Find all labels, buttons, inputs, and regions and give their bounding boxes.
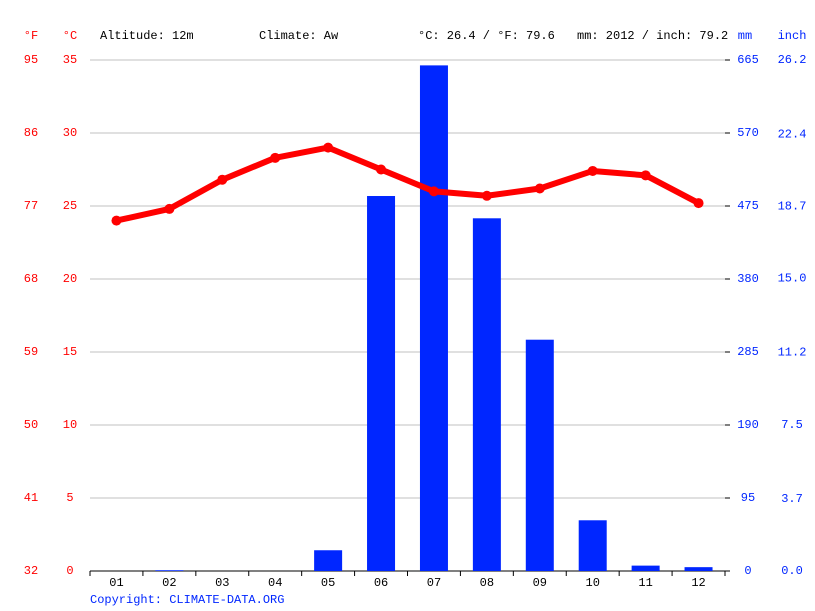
y-tick-label: 15 (63, 345, 77, 359)
point (428, 186, 439, 197)
bar (155, 570, 184, 571)
x-tick-label: 03 (215, 576, 229, 590)
inch-axis-unit: inch (778, 29, 807, 43)
y4-tick-label: 26.2 (778, 53, 807, 67)
mm-axis-unit: mm (738, 29, 752, 43)
y-tick-label: 10 (63, 418, 77, 432)
x-tick-label: 01 (109, 576, 123, 590)
y3-tick-label: 32 (24, 564, 38, 578)
y3-tick-label: 41 (24, 491, 38, 505)
y4-tick-label: 18.7 (778, 199, 807, 213)
x-tick-label: 07 (427, 576, 441, 590)
x-tick-label: 08 (480, 576, 494, 590)
bar (631, 565, 660, 571)
y4-tick-label: 7.5 (781, 418, 803, 432)
y4-tick-label: 3.7 (781, 492, 803, 506)
y3-tick-label: 95 (24, 53, 38, 67)
c-axis-unit: °C (63, 29, 77, 43)
y2-tick-label: 95 (741, 491, 755, 505)
x-tick-label: 04 (268, 576, 282, 590)
y2-tick-label: 665 (737, 53, 759, 67)
f-axis-unit: °F (24, 29, 38, 43)
point (376, 164, 387, 175)
bar (472, 218, 501, 571)
x-tick-label: 06 (374, 576, 388, 590)
y2-tick-label: 0 (744, 564, 751, 578)
y-tick-label: 25 (63, 199, 77, 213)
y2-tick-label: 570 (737, 126, 759, 140)
line (115, 144, 700, 224)
x-tick-label: 11 (638, 576, 652, 590)
point (693, 198, 704, 209)
y-tick-label: 0 (66, 564, 73, 578)
point (111, 215, 122, 226)
y2-tick-label: 285 (737, 345, 759, 359)
x-tick-label: 12 (691, 576, 705, 590)
bar (525, 339, 554, 571)
y2-tick-label: 475 (737, 199, 759, 213)
y2-tick-label: 190 (737, 418, 759, 432)
bar (419, 65, 448, 572)
y2-tick-label: 380 (737, 272, 759, 286)
bar (367, 196, 396, 571)
point (323, 142, 334, 153)
source: Copyright: CLIMATE-DATA.ORG (90, 593, 284, 607)
y-tick-label: 20 (63, 272, 77, 286)
y3-tick-label: 68 (24, 272, 38, 286)
y4-tick-label: 22.4 (778, 127, 807, 141)
point (164, 203, 175, 214)
point (534, 183, 545, 194)
bar (314, 550, 343, 571)
point (217, 174, 228, 185)
y4-tick-label: 15.0 (778, 272, 807, 286)
point (481, 190, 492, 201)
y3-tick-label: 59 (24, 345, 38, 359)
point (587, 165, 598, 176)
bar (684, 567, 713, 571)
y-tick-label: 30 (63, 126, 77, 140)
y3-tick-label: 77 (24, 199, 38, 213)
y3-tick-label: 50 (24, 418, 38, 432)
bar (578, 520, 607, 571)
point (640, 170, 651, 181)
y-tick-label: 35 (63, 53, 77, 67)
annotation: Altitude: 12m (100, 29, 194, 43)
y4-tick-label: 11.2 (778, 346, 807, 360)
annotation: Climate: Aw (259, 29, 339, 43)
y-tick-label: 5 (66, 491, 73, 505)
annotation: °C: 26.4 / °F: 79.6 (418, 29, 555, 43)
x-tick-label: 05 (321, 576, 335, 590)
y3-tick-label: 86 (24, 126, 38, 140)
x-tick-label: 02 (162, 576, 176, 590)
y4-tick-label: 0.0 (781, 564, 803, 578)
annotation: mm: 2012 / inch: 79.2 (577, 29, 728, 43)
x-tick-label: 10 (586, 576, 600, 590)
point (270, 152, 281, 163)
x-tick-label: 09 (533, 576, 547, 590)
